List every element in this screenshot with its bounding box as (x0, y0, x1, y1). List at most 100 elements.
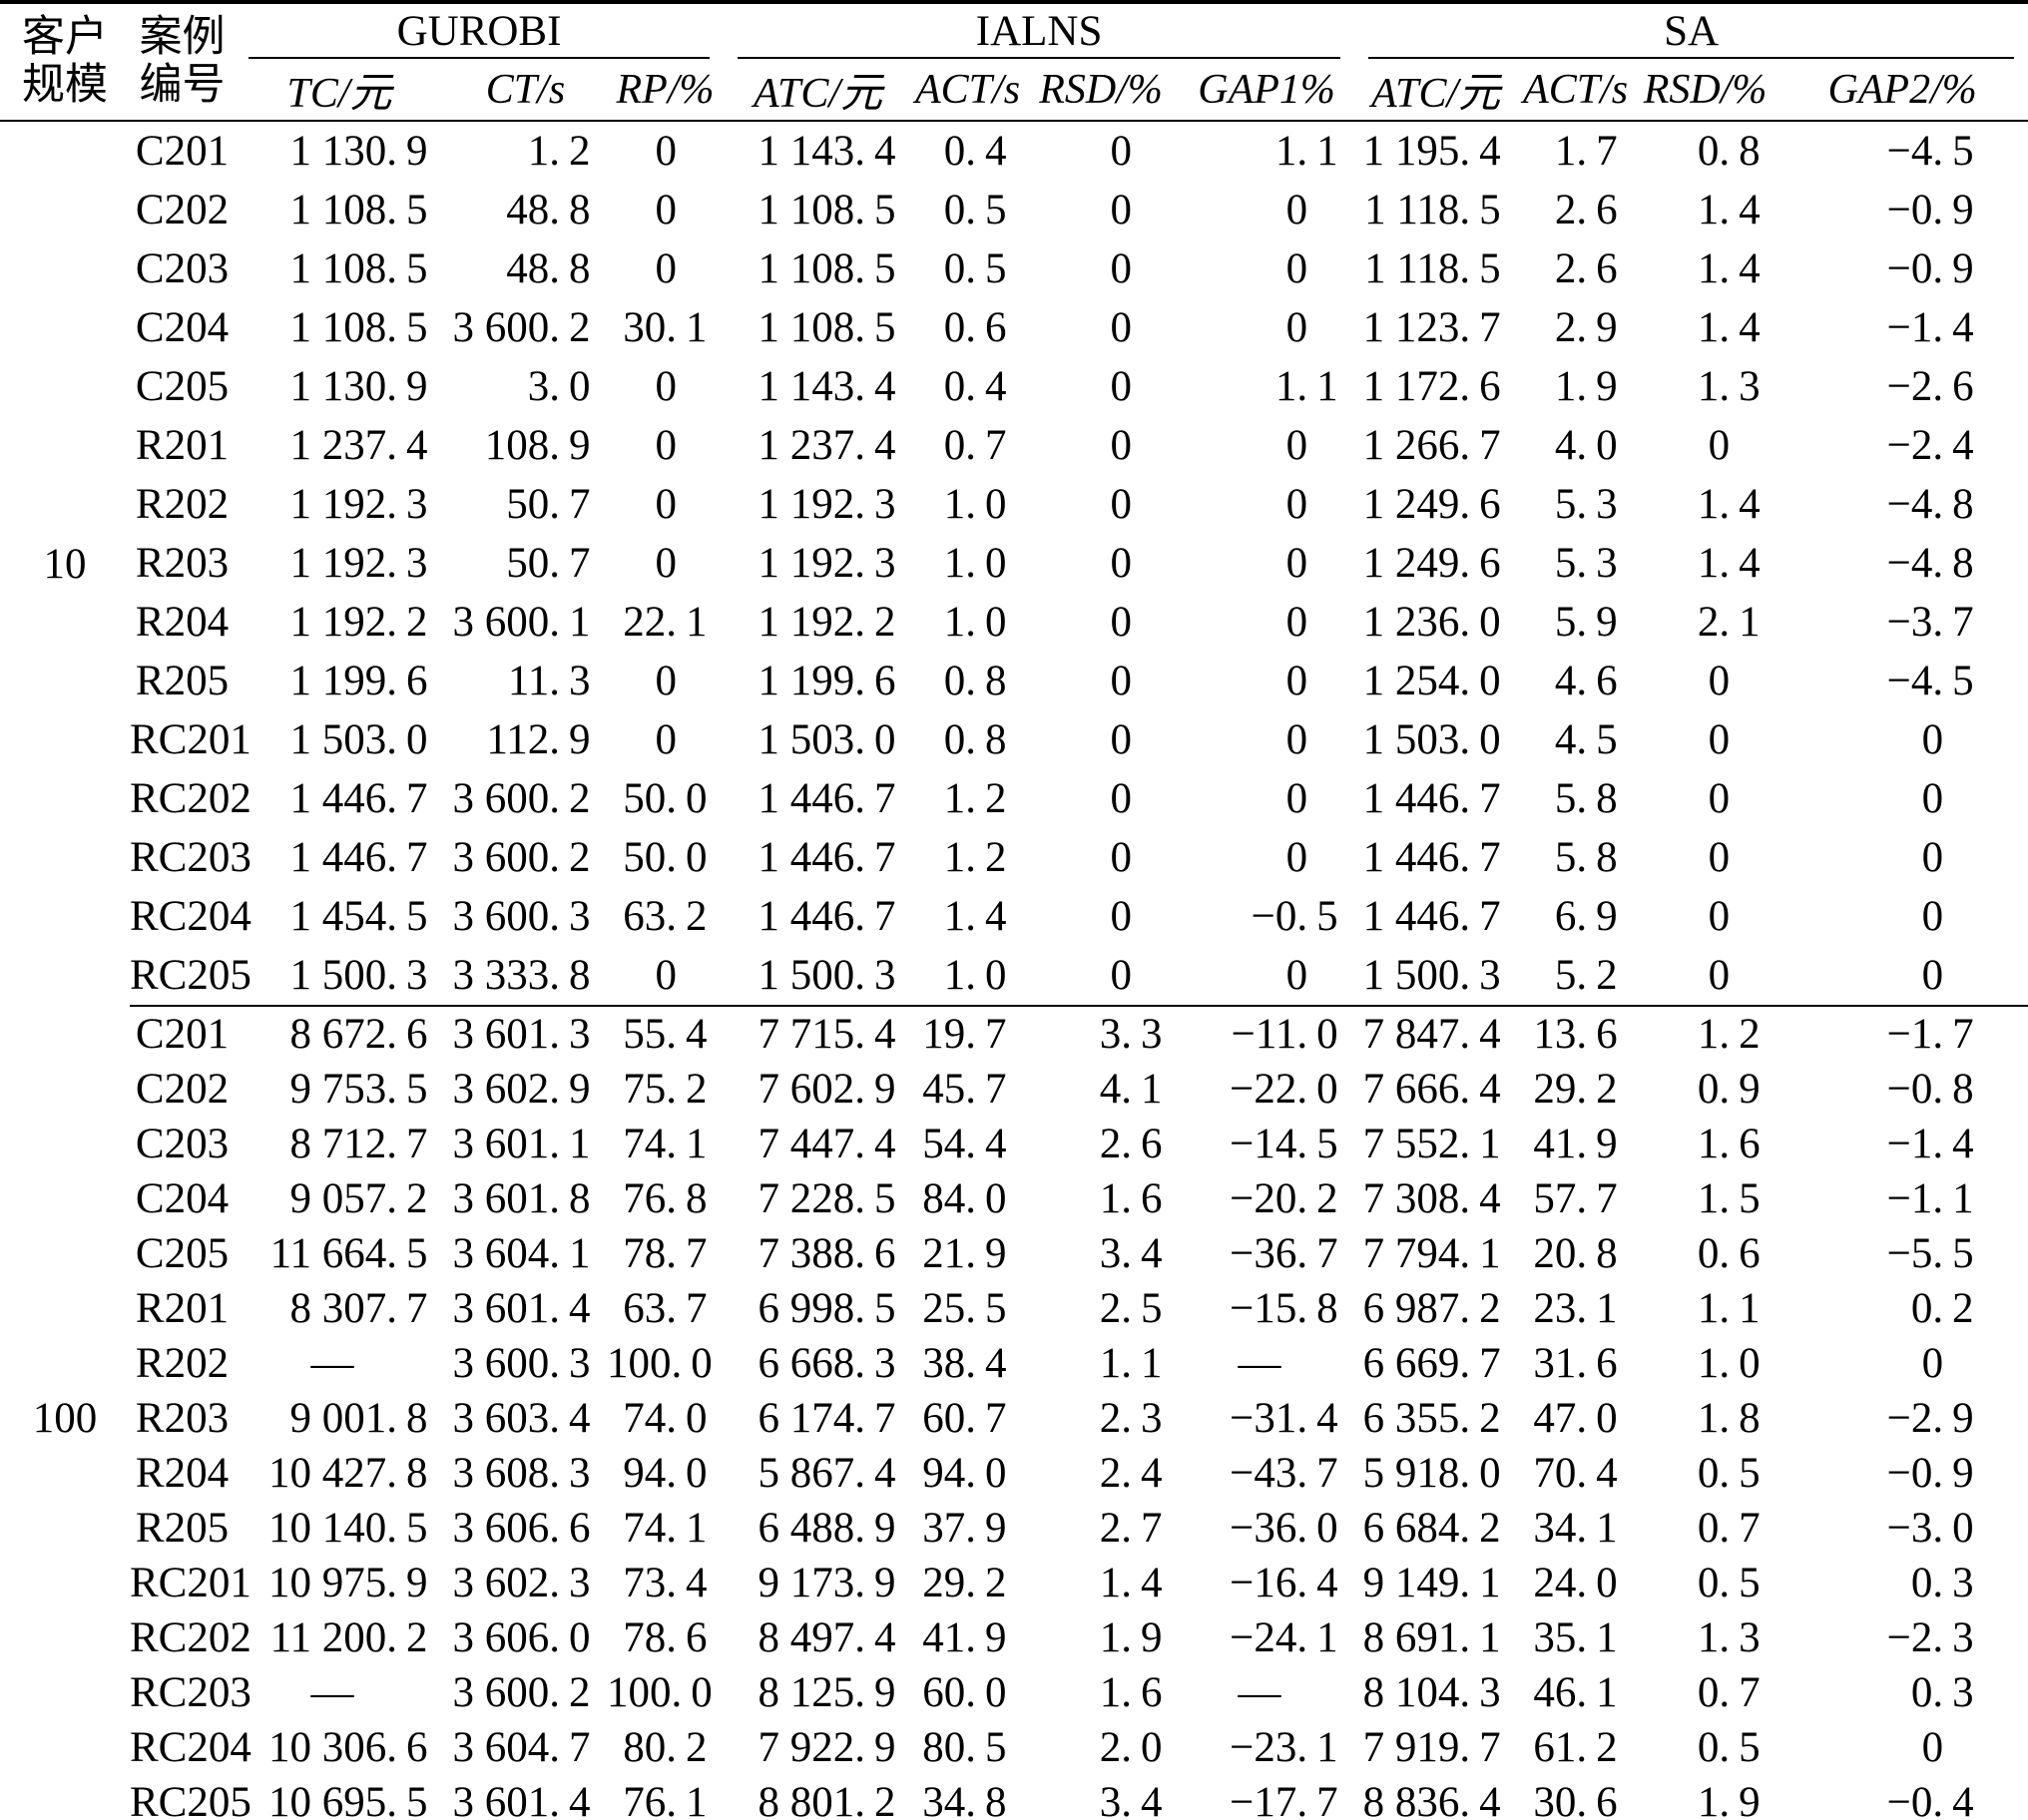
value-cell-tc: 10 975. 9 (268, 1560, 428, 1606)
value-cell-ialns-act: 1. 0 (943, 481, 1007, 528)
value-cell-sa-atc: 1 446. 7 (1362, 834, 1501, 881)
value-cell-sa-atc: 1 254. 0 (1362, 658, 1501, 704)
value-cell-ialns-rsd: 0 (1110, 245, 1133, 292)
value-cell-ialns-act: 0. 4 (943, 363, 1007, 410)
value-cell-ialns-act: 29. 2 (922, 1560, 1007, 1606)
value-cell-sa-rsd: 1. 0 (1697, 1340, 1761, 1387)
value-cell-sa-atc: 1 118. 5 (1364, 245, 1501, 292)
value-cell-sa-act: 1. 9 (1554, 363, 1618, 410)
case-id-cell: R203 (135, 540, 230, 587)
value-cell-ialns-act: 38. 4 (922, 1340, 1007, 1387)
value-cell-ialns-act: 60. 7 (922, 1395, 1007, 1442)
value-cell-ialns-rsd: 3. 4 (1023, 1775, 1180, 1820)
value-cell-gap2: 0. 3 (1910, 1560, 1974, 1606)
value-cell-ialns-act: 0. 4 (943, 128, 1007, 175)
table-row: RC203 — 3 600. 2 100. 0 8 125. 9 60. 0 1. 6 — 8 104. 3… (0, 1665, 2028, 1720)
value-cell-ialns-rsd: 3. 4 (1099, 1230, 1163, 1277)
case-id-cell: R204 (135, 599, 230, 646)
value-cell-ialns-act: 94. 0 (922, 1450, 1007, 1497)
value-cell-gap2: −0. 9 (1886, 187, 1974, 233)
table-row: R205 10 140. 5 3 606. 6 74. 1 6 488. 9 37. 9 2. 7 −36… (0, 1501, 2028, 1556)
value-cell-gap2: −2. 6 (1886, 363, 1974, 410)
header-group-ialns: IALNS (724, 2, 1354, 59)
value-cell-sa-rsd: 0 (1708, 775, 1731, 822)
table-row: RC205 10 695. 5 3 601. 4 76. 1 8 801. 2 34. 8 3. 4 −1… (0, 1775, 2028, 1820)
value-cell-sa-atc: 1 249. 6 (1362, 540, 1501, 587)
case-id-cell: RC204 (130, 1724, 252, 1771)
value-cell-ct: 11. 3 (507, 658, 591, 704)
value-cell-sa-atc: 8 836. 4 (1354, 1775, 1518, 1820)
case-id-cell: R201 (135, 422, 230, 469)
case-id-cell: RC203 (130, 834, 252, 881)
value-cell-tc: 1 108. 5 (289, 304, 428, 351)
value-cell-ialns-act: 80. 5 (922, 1724, 1007, 1771)
value-cell-sa-act: 5. 3 (1554, 481, 1618, 528)
value-cell-gap1: 0 (1285, 599, 1308, 646)
table-row: R203 9 001. 8 3 603. 4 74. 0 6 174. 7 60. 7 2. 3 −31.… (0, 1391, 2028, 1446)
value-cell-ct: 50. 7 (506, 481, 591, 528)
value-cell-ialns-rsd: 2. 5 (1099, 1285, 1163, 1332)
value-cell-sa-act: 70. 4 (1533, 1450, 1618, 1497)
value-cell-ialns-rsd: 0 (1110, 187, 1133, 233)
table-header: 客户 规模 案例 编号 GUROBI IALNS SA TC/元 CT/s RP… (0, 2, 2028, 122)
value-cell-ialns-atc: 5 867. 4 (758, 1450, 896, 1497)
value-cell-sa-atc: 1 446. 7 (1362, 775, 1501, 822)
value-cell-ialns-atc: 8 497. 4 (758, 1614, 896, 1661)
value-cell-ialns-atc: 7 228. 5 (758, 1175, 896, 1222)
value-cell-ialns-rsd: 1. 1 (1099, 1340, 1163, 1387)
value-cell-gap1: −15. 8 (1230, 1285, 1338, 1332)
value-cell-rp: 30. 1 (623, 304, 708, 351)
value-cell-sa-act: 47. 0 (1533, 1395, 1618, 1442)
header-gap2: GAP2/% (1776, 59, 2028, 122)
value-cell-ialns-rsd: 0 (1110, 893, 1133, 940)
value-cell-gap2: −0. 9 (1886, 245, 1974, 292)
value-cell-ialns-atc: 1 446. 7 (758, 834, 896, 881)
value-cell-sa-act: 5. 2 (1517, 946, 1635, 1007)
case-id-cell: C201 (135, 128, 230, 175)
value-cell-sa-atc: 6 355. 2 (1362, 1395, 1501, 1442)
header-rp: RP/% (607, 59, 725, 122)
header-group-gurobi: GUROBI (235, 2, 724, 59)
value-cell-tc: 1 192. 3 (289, 540, 428, 587)
value-cell-rp: 80. 2 (623, 1724, 708, 1771)
value-cell-sa-rsd: 0. 9 (1697, 1066, 1761, 1113)
table-row: C204 9 057. 2 3 601. 8 76. 8 7 228. 5 84. 0 1. 6 −20.… (0, 1171, 2028, 1226)
value-cell-sa-act: 2. 9 (1554, 304, 1618, 351)
value-cell-sa-rsd: 1. 9 (1634, 1775, 1777, 1820)
value-cell-sa-act: 41. 9 (1533, 1121, 1618, 1167)
value-cell-sa-rsd: 0. 5 (1697, 1724, 1761, 1771)
value-cell-ialns-rsd: 3. 3 (1099, 1011, 1163, 1058)
value-cell-sa-act: 4. 6 (1554, 658, 1618, 704)
value-cell-tc: — (235, 1665, 444, 1720)
value-cell-ct: 112. 9 (486, 716, 591, 763)
value-cell-gap1: −14. 5 (1230, 1121, 1338, 1167)
value-cell-sa-rsd: 1. 3 (1697, 363, 1761, 410)
value-cell-ialns-atc: 7 602. 9 (758, 1066, 896, 1113)
value-cell-gap1: −17. 7 (1179, 1775, 1355, 1820)
value-cell-ialns-act: 0. 8 (943, 658, 1007, 704)
value-cell-gap2: −2. 3 (1886, 1614, 1974, 1661)
value-cell-sa-rsd: 1. 4 (1697, 540, 1761, 587)
value-cell-sa-atc: 6 669. 7 (1362, 1340, 1501, 1387)
table-row: C204 1 108. 5 3 600. 2 30. 1 1 108. 5 0. 6 0 0 1 123.… (0, 298, 2028, 357)
value-cell-gap1: 0 (1285, 834, 1308, 881)
table-row: RC204 10 306. 6 3 604. 7 80. 2 7 922. 9 80. 5 2. 0 −2… (0, 1720, 2028, 1775)
header-gap1: GAP1% (1179, 59, 1355, 122)
case-id-cell: C203 (135, 1121, 230, 1167)
value-cell-sa-act: 5. 8 (1554, 834, 1618, 881)
value-cell-ialns-rsd: 0 (1110, 304, 1133, 351)
table-row: R201 8 307. 7 3 601. 4 63. 7 6 998. 5 25. 5 2. 5 −15.… (0, 1281, 2028, 1336)
value-cell-gap1: −22. 0 (1230, 1066, 1338, 1113)
value-cell-ialns-act: 21. 9 (922, 1230, 1007, 1277)
case-id-cell: R201 (135, 1285, 230, 1332)
value-cell-gap1: 0 (1285, 658, 1308, 704)
table-row: C205 11 664. 5 3 604. 1 78. 7 7 388. 6 21. 9 3. 4 −36… (0, 1226, 2028, 1281)
value-cell-ct: 3 603. 4 (452, 1395, 591, 1442)
value-cell-ct: 3 600. 2 (452, 1669, 591, 1716)
case-id-cell: C203 (135, 245, 230, 292)
value-cell-ialns-atc: 8 125. 9 (758, 1669, 896, 1716)
value-cell-gap1: −36. 0 (1230, 1505, 1338, 1552)
value-cell-gap1: −20. 2 (1230, 1175, 1338, 1222)
value-cell-ialns-act: 54. 4 (922, 1121, 1007, 1167)
value-cell-sa-act: 13. 6 (1533, 1011, 1618, 1058)
